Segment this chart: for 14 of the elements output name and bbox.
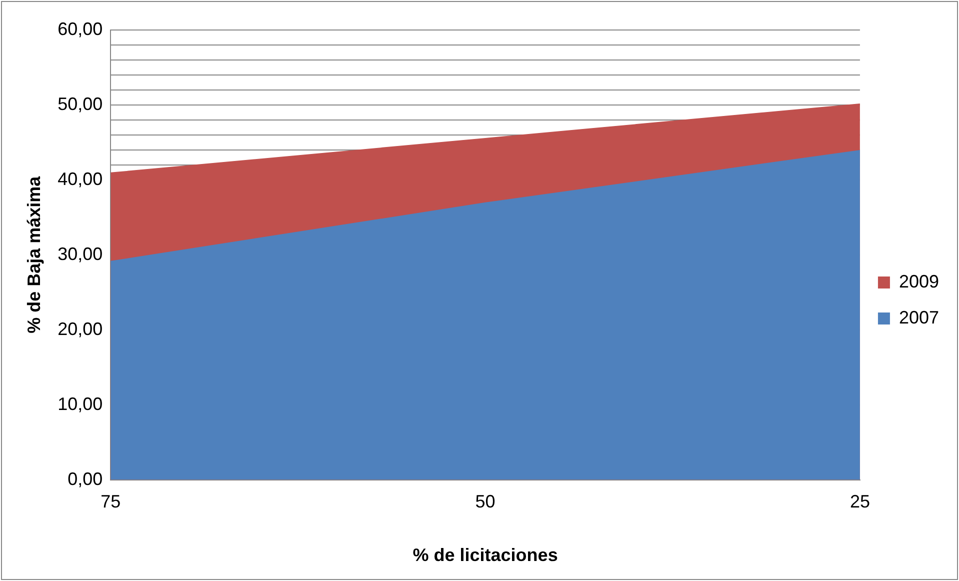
y-axis-title: % de Baja máxima <box>24 175 44 334</box>
x-tick-label: 50 <box>475 492 496 512</box>
y-tick-label: 60,00 <box>58 18 103 39</box>
y-tick-label: 0,00 <box>68 468 103 489</box>
x-tick-label: 25 <box>850 492 870 512</box>
y-tick-label: 30,00 <box>58 244 103 264</box>
y-tick-label: 40,00 <box>58 168 103 189</box>
legend-label: 2009 <box>898 271 940 292</box>
legend-label: 2007 <box>898 307 940 328</box>
x-axis-title: % de licitaciones <box>412 545 558 566</box>
x-tick-label: 75 <box>100 492 121 512</box>
y-tick-label: 10,00 <box>58 394 103 414</box>
y-tick-label: 50,00 <box>58 94 103 114</box>
y-tick-label: 20,00 <box>58 318 103 339</box>
